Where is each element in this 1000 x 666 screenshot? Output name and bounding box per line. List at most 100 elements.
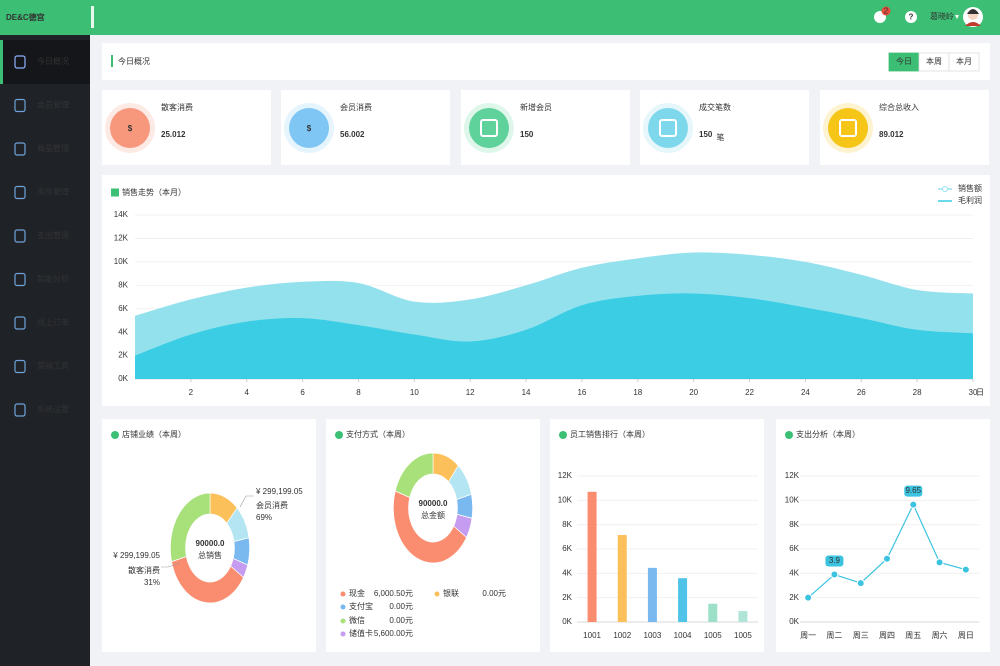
menu-item[interactable]: 线上订单 bbox=[37, 317, 69, 327]
x-tick-label: 26 bbox=[857, 388, 866, 397]
y-tick-label: 8K bbox=[789, 520, 799, 529]
donut bbox=[393, 452, 473, 564]
y-tick-label: 14K bbox=[114, 210, 129, 219]
help-icon[interactable] bbox=[905, 11, 917, 23]
menu-item[interactable]: 商品管理 bbox=[37, 143, 69, 153]
value-label: 3.9 bbox=[829, 556, 841, 565]
notification-count: 2 bbox=[884, 7, 889, 16]
y-tick-label: 10K bbox=[785, 495, 800, 504]
legend-dot bbox=[434, 591, 440, 597]
menu-item[interactable]: 支出管理 bbox=[37, 230, 69, 240]
panel-title: 销售走势（本月） bbox=[122, 187, 186, 197]
stat-value: 150 bbox=[520, 130, 534, 139]
logo-divider bbox=[91, 6, 94, 28]
tab-label[interactable]: 本月 bbox=[956, 56, 972, 66]
stat-value: 150 bbox=[699, 130, 713, 139]
menu-icon bbox=[14, 272, 26, 287]
menu-icon bbox=[14, 55, 26, 69]
value-label: 9.65 bbox=[905, 486, 921, 495]
legend-name: 微信 bbox=[349, 615, 365, 625]
y-tick-label: 2K bbox=[562, 593, 572, 602]
y-tick-label: 4K bbox=[118, 327, 128, 336]
point bbox=[909, 500, 918, 509]
tab-label[interactable]: 今日 bbox=[896, 56, 912, 66]
legend-amount: 5,600.00元 bbox=[374, 629, 413, 638]
bar bbox=[587, 491, 597, 622]
donut-segment bbox=[393, 490, 467, 564]
panel bbox=[550, 419, 764, 652]
menu-item[interactable]: 智能分析 bbox=[37, 274, 69, 284]
user-name[interactable]: 葛晓岭 bbox=[930, 11, 954, 21]
notification-badge bbox=[881, 6, 891, 16]
y-tick-label: 12K bbox=[558, 471, 573, 480]
x-tick-label: 周五 bbox=[905, 631, 921, 640]
y-tick-label: 8K bbox=[118, 280, 128, 289]
y-tick-label: 8K bbox=[562, 520, 572, 529]
x-tick-label: 周六 bbox=[932, 630, 948, 640]
overview-title: 今日概况 bbox=[118, 56, 150, 66]
dropdown-arrow bbox=[955, 15, 959, 19]
legend-label: 销售额 bbox=[958, 183, 982, 193]
stat-icon bbox=[648, 108, 688, 148]
x-tick-label: 周四 bbox=[879, 631, 895, 640]
stat-icon bbox=[828, 108, 868, 148]
x-tick-label: 28 bbox=[913, 388, 922, 397]
menu-item[interactable]: 系统设置 bbox=[37, 404, 69, 414]
donut-center-label: 总销售 bbox=[198, 550, 222, 560]
y-tick-label: 4K bbox=[789, 568, 799, 577]
x-tick-label: 12 bbox=[466, 388, 475, 397]
y-tick-label: 12K bbox=[114, 234, 129, 243]
panel bbox=[776, 419, 990, 652]
stat-label: 会员消费 bbox=[340, 102, 372, 112]
stat-label: 综合总收入 bbox=[879, 102, 919, 112]
legend-name: 支付宝 bbox=[349, 601, 373, 611]
stat-icon bbox=[469, 108, 509, 148]
x-tick-label: 18 bbox=[633, 388, 642, 397]
legend-name: 现金 bbox=[349, 588, 365, 598]
menu-icon bbox=[14, 229, 26, 243]
x-tick-label: 30 bbox=[969, 388, 978, 397]
menu-item[interactable]: 库存管理 bbox=[37, 187, 69, 197]
x-tick-label: 周二 bbox=[826, 631, 842, 640]
bar bbox=[647, 567, 657, 622]
x-tick-label: 16 bbox=[577, 388, 586, 397]
x-tick-label: 10 bbox=[410, 388, 419, 397]
legend-dot bbox=[340, 604, 346, 610]
stat-unit: 笔 bbox=[716, 132, 724, 142]
donut-center-value: 90000.0 bbox=[196, 539, 225, 548]
panel-title: 店铺业绩（本周） bbox=[122, 429, 186, 439]
legend-dot bbox=[340, 618, 346, 624]
menu-item[interactable]: 会员管理 bbox=[37, 100, 69, 110]
callout-amount: ¥ 299,199.05 bbox=[112, 551, 160, 560]
callout-name: 会员消费 bbox=[256, 500, 288, 510]
callout-line bbox=[239, 495, 254, 508]
x-tick-label: 1005 bbox=[734, 631, 752, 640]
menu-item[interactable]: 营销工具 bbox=[37, 361, 69, 371]
tab-label[interactable]: 本周 bbox=[926, 56, 942, 66]
menu-active-bar bbox=[0, 40, 3, 84]
donut-segment bbox=[171, 555, 244, 604]
legend-amount: 0.00元 bbox=[482, 589, 506, 598]
donut bbox=[170, 492, 250, 604]
x-tick-label: 1002 bbox=[613, 631, 631, 640]
bar bbox=[738, 611, 748, 622]
x-tick-label: 24 bbox=[801, 388, 810, 397]
bar bbox=[708, 603, 718, 622]
x-tick-label: 周日 bbox=[958, 631, 974, 640]
y-tick-label: 0K bbox=[118, 374, 128, 383]
stat-icon-symbol: $ bbox=[128, 124, 133, 133]
point bbox=[856, 579, 865, 588]
y-tick-label: 6K bbox=[562, 544, 572, 553]
tab[interactable] bbox=[948, 52, 980, 72]
y-tick-label: 10K bbox=[558, 495, 573, 504]
legend-dot bbox=[340, 631, 346, 637]
header-bar bbox=[0, 0, 1000, 35]
panel bbox=[102, 419, 316, 652]
x-tick-label: 周三 bbox=[853, 631, 869, 640]
bar bbox=[617, 535, 627, 622]
stat-value: 89.012 bbox=[879, 130, 904, 139]
y-tick-label: 2K bbox=[789, 593, 799, 602]
menu-item[interactable]: 今日概况 bbox=[37, 56, 69, 66]
